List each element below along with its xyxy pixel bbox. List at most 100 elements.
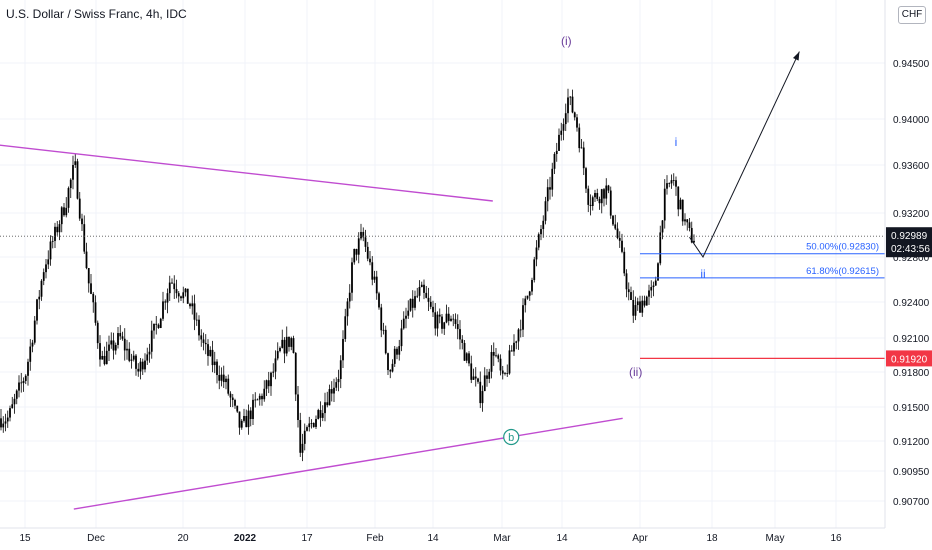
candle-body xyxy=(324,402,326,414)
candle-body xyxy=(580,147,583,149)
candle-body xyxy=(254,399,257,401)
candle-body xyxy=(27,361,29,376)
candle-body xyxy=(531,279,533,292)
candle-body xyxy=(436,314,439,329)
candle-body xyxy=(213,361,216,366)
candle-body xyxy=(479,381,482,404)
candle-body xyxy=(279,347,281,352)
candle-body xyxy=(357,238,360,255)
x-tick-label: 20 xyxy=(177,533,189,544)
candle-body xyxy=(375,276,378,294)
candle-body xyxy=(522,305,524,330)
candle-body xyxy=(443,322,446,329)
candle-body xyxy=(369,258,371,263)
candle-body xyxy=(4,421,7,424)
candle-body xyxy=(301,443,304,453)
candle-body xyxy=(621,240,623,252)
candle-body xyxy=(285,336,288,354)
candle-body xyxy=(389,370,392,372)
candle-body xyxy=(200,335,203,340)
candle-body xyxy=(684,219,686,222)
candle-body xyxy=(306,427,308,431)
candle-body xyxy=(585,168,587,189)
candle-body xyxy=(141,361,144,370)
currency-button[interactable]: CHF xyxy=(898,6,926,24)
candle-body xyxy=(472,376,475,380)
candle-body xyxy=(87,268,90,284)
candle-body xyxy=(423,284,425,293)
candle-body xyxy=(231,397,234,400)
candle-body xyxy=(166,293,169,303)
y-tick-label: 0.92100 xyxy=(893,334,930,345)
candle-body xyxy=(542,220,545,230)
candle-body xyxy=(92,293,95,303)
candle-body xyxy=(470,363,473,380)
grid xyxy=(0,0,885,528)
candle-body xyxy=(22,380,25,384)
candle-body xyxy=(236,405,239,412)
candle-body xyxy=(121,336,124,339)
candle-body xyxy=(85,251,88,269)
candle-body xyxy=(222,374,225,383)
candle-body xyxy=(535,247,538,260)
candle-body xyxy=(155,323,158,325)
x-tick-label: Dec xyxy=(87,533,105,544)
candle-body xyxy=(173,283,176,290)
candle-body xyxy=(481,391,484,404)
wave-label: ii xyxy=(700,267,705,281)
candle-body xyxy=(294,352,297,395)
candle-body xyxy=(310,423,313,424)
candle-body xyxy=(159,318,162,328)
candle-body xyxy=(128,348,131,361)
wave-label: (i) xyxy=(561,34,572,48)
candle-body xyxy=(63,207,65,216)
candle-body xyxy=(546,187,549,202)
candle-body xyxy=(198,319,200,336)
candle-body xyxy=(398,346,401,355)
candle-body xyxy=(96,322,99,344)
candle-body xyxy=(362,231,365,238)
candle-body xyxy=(591,197,594,206)
x-tick-label: 16 xyxy=(830,533,842,544)
x-tick-label: Mar xyxy=(493,533,511,544)
candle-body xyxy=(501,370,504,374)
candle-body xyxy=(195,319,198,321)
candle-body xyxy=(551,168,554,190)
last-price-value: 0.92989 xyxy=(891,231,928,242)
candle-body xyxy=(326,402,329,406)
candle-body xyxy=(450,318,452,321)
candle-body xyxy=(645,296,648,306)
candle-body xyxy=(308,423,311,428)
candle-body xyxy=(162,301,164,319)
candle-body xyxy=(474,376,477,379)
candle-body xyxy=(238,411,241,428)
candle-body xyxy=(670,180,673,184)
candle-body xyxy=(202,339,205,343)
candle-body xyxy=(42,272,45,281)
candle-body xyxy=(447,313,450,321)
candle-body xyxy=(596,192,599,199)
candle-body xyxy=(486,375,488,379)
candle-body xyxy=(441,316,443,329)
candle-body xyxy=(675,180,677,187)
candle-body xyxy=(339,360,342,379)
y-tick-label: 0.90950 xyxy=(893,467,930,478)
candle-body xyxy=(589,204,592,206)
candle-body xyxy=(643,300,646,306)
candle-body xyxy=(384,329,387,354)
candle-body xyxy=(612,215,614,225)
candle-body xyxy=(495,355,497,357)
candle-body xyxy=(76,161,79,199)
candle-body xyxy=(33,320,36,343)
x-tick-label: 18 xyxy=(706,533,718,544)
candle-body xyxy=(132,355,135,360)
candle-body xyxy=(414,296,416,308)
candle-body xyxy=(283,339,286,354)
candle-body xyxy=(603,189,605,199)
candle-body xyxy=(668,183,671,184)
candle-body xyxy=(564,113,567,125)
candle-body xyxy=(78,198,81,219)
candle-body xyxy=(432,306,434,313)
